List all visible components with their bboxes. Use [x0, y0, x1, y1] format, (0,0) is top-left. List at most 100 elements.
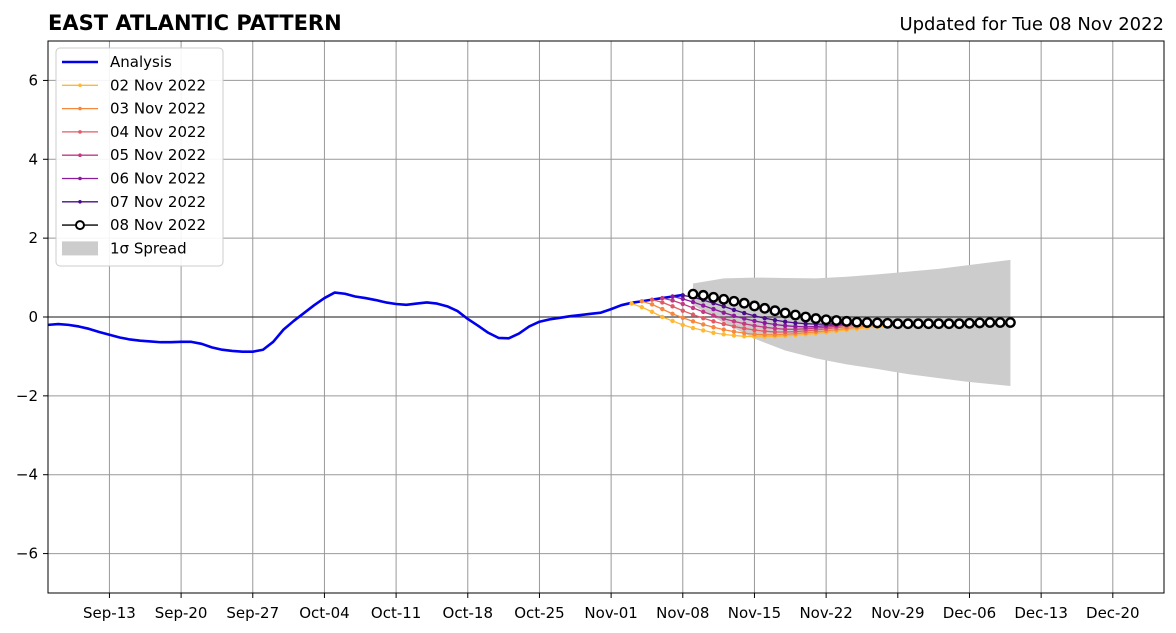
x-tick-label: Nov-08	[656, 604, 709, 622]
forecast-point	[711, 306, 716, 312]
legend-marker-swatch	[78, 130, 82, 134]
forecast-point	[711, 330, 716, 335]
forecast-point	[742, 321, 747, 326]
forecast-point	[660, 314, 665, 320]
forecast-point	[762, 328, 767, 334]
forecast-point	[701, 309, 706, 315]
legend-marker-swatch	[78, 153, 82, 157]
legend-marker-swatch	[78, 200, 82, 204]
forecast-point	[742, 330, 747, 336]
legend-marker-swatch	[78, 176, 82, 181]
forecast-point	[680, 322, 685, 328]
forecast-point	[742, 326, 747, 331]
y-tick-label: −6	[16, 545, 38, 563]
forecast-point	[649, 297, 655, 302]
forecast-point	[772, 326, 778, 331]
forecast-point	[690, 299, 696, 305]
latest-forecast-point	[984, 317, 996, 328]
legend-marker-swatch	[78, 106, 82, 111]
legend-label: 04 Nov 2022	[110, 123, 206, 141]
latest-forecast-point	[871, 317, 883, 329]
forecast-point	[721, 316, 726, 321]
forecast-point	[752, 318, 757, 324]
forecast-point	[793, 324, 798, 329]
legend-marker-swatch	[78, 83, 82, 88]
forecast-point	[731, 319, 737, 324]
y-tick-label: 6	[28, 71, 38, 89]
forecast-point	[670, 318, 675, 324]
latest-forecast-point	[738, 297, 750, 309]
latest-forecast-point	[790, 309, 801, 321]
forecast-point	[762, 320, 767, 326]
x-tick-label: Oct-25	[514, 604, 564, 622]
y-tick-label: 0	[28, 308, 38, 326]
latest-forecast-point	[902, 318, 914, 330]
y-tick-label: −2	[16, 387, 38, 405]
y-tick-label: 2	[28, 229, 38, 247]
legend: Analysis 02 Nov 2022 03 Nov 2022 04 Nov 202…	[55, 47, 224, 267]
forecast-point	[803, 321, 808, 326]
latest-forecast-point	[933, 318, 945, 330]
forecast-point	[680, 301, 685, 307]
legend-spread-swatch	[62, 241, 98, 256]
latest-forecast-point	[892, 318, 904, 330]
forecast-point	[772, 322, 778, 327]
forecast-point	[660, 295, 665, 301]
latest-forecast-point	[820, 314, 832, 326]
x-tick-label: Sep-20	[155, 604, 208, 622]
latest-forecast-point	[882, 317, 893, 329]
forecast-point	[670, 298, 675, 303]
latest-forecast-point	[759, 302, 771, 314]
latest-forecast-point	[974, 317, 986, 329]
forecast-point	[711, 319, 716, 324]
legend-box	[55, 47, 224, 267]
forecast-point	[731, 324, 737, 329]
forecast-point	[690, 312, 696, 317]
forecast-point	[639, 304, 645, 310]
forecast-point	[752, 313, 757, 319]
forecast-point	[762, 332, 767, 337]
forecast-point	[782, 319, 788, 324]
x-tick-label: Oct-18	[443, 604, 493, 622]
latest-forecast-point	[728, 295, 740, 307]
forecast-point	[701, 322, 706, 327]
forecast-point	[690, 319, 696, 324]
forecast-point	[721, 332, 726, 337]
forecast-line	[651, 299, 868, 333]
x-tick-label: Sep-13	[83, 604, 136, 622]
forecast-point	[701, 328, 706, 333]
x-tick-label: Dec-13	[1014, 604, 1068, 622]
forecast-point	[752, 327, 757, 333]
legend-marker-swatch	[75, 220, 85, 231]
x-tick-label: Dec-06	[943, 604, 997, 622]
forecast-point	[680, 308, 685, 313]
latest-forecast-point	[718, 293, 730, 305]
legend-label: 07 Nov 2022	[110, 193, 206, 211]
forecast-point	[670, 311, 675, 317]
forecast-point	[782, 323, 788, 328]
forecast-point	[649, 309, 655, 315]
latest-forecast-point	[943, 318, 955, 330]
latest-forecast-point	[994, 317, 1006, 328]
forecast-point	[660, 306, 665, 312]
forecast-point	[772, 317, 778, 323]
forecast-point	[762, 325, 767, 330]
forecast-point	[690, 305, 696, 311]
forecast-point	[629, 301, 634, 306]
forecast-point	[680, 296, 685, 302]
legend-label: 05 Nov 2022	[110, 146, 206, 164]
analysis-line	[48, 291, 683, 353]
x-tick-label: Dec-20	[1086, 604, 1140, 622]
latest-forecast-point	[810, 313, 822, 324]
x-tick-label: Nov-15	[728, 604, 781, 622]
x-tick-label: Oct-04	[299, 604, 349, 622]
forecast-point	[742, 310, 747, 316]
latest-forecast-point	[912, 318, 924, 330]
y-tick-label: 4	[28, 150, 38, 168]
forecast-point	[721, 310, 726, 315]
forecast-point	[690, 325, 696, 331]
forecast-point	[793, 320, 798, 326]
plot-area: Sep-13 Sep-20 Sep-27 Oct-04 Oct-11 Oct-18 Oct-…	[16, 40, 1165, 622]
latest-forecast-point	[749, 300, 760, 312]
